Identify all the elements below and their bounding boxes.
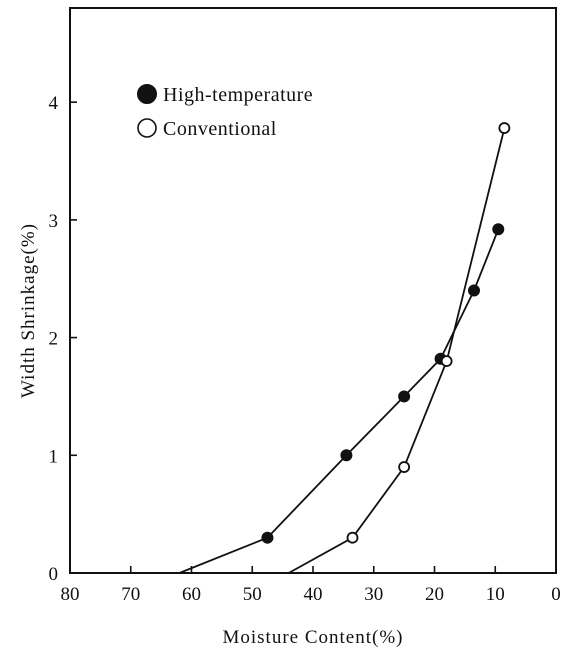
y-tick-label: 0: [49, 564, 59, 585]
data-point-conventional: [398, 461, 411, 473]
series-points: [261, 122, 511, 544]
x-tick-label: 0: [551, 584, 561, 605]
legend: High-temperature Conventional: [137, 84, 313, 140]
y-tick-label: 3: [49, 211, 59, 232]
x-tick-label: 70: [121, 584, 140, 605]
x-tick-label: 60: [182, 584, 201, 605]
legend-label-high-temperature: High-temperature: [163, 84, 313, 106]
x-tick-label: 30: [364, 584, 383, 605]
data-point-high-temperature: [467, 284, 480, 297]
data-point-conventional: [440, 355, 453, 368]
y-tick-label: 1: [49, 446, 59, 467]
x-ticks: 80 70 60 50 40 30 20 10 0: [61, 566, 561, 605]
series-lines: [179, 127, 506, 574]
y-axis-label: Width Shrinkage(%): [18, 223, 39, 398]
data-point-high-temperature: [340, 449, 353, 462]
y-tick-label: 2: [49, 329, 59, 350]
data-point-conventional: [346, 531, 359, 544]
data-point-high-temperature: [492, 223, 505, 236]
x-tick-label: 20: [425, 584, 444, 605]
legend-marker-conventional: [137, 118, 157, 138]
x-tick-label: 80: [61, 584, 80, 605]
x-tick-label: 40: [304, 584, 323, 605]
x-tick-label: 10: [486, 584, 505, 605]
series-line-conventional: [288, 127, 506, 574]
x-tick-label: 50: [243, 584, 262, 605]
data-point-high-temperature: [261, 531, 274, 544]
series-line-high-temperature: [179, 228, 500, 574]
data-point-high-temperature: [398, 390, 411, 403]
legend-marker-high-temperature: [137, 84, 157, 104]
legend-label-conventional: Conventional: [163, 118, 277, 140]
x-axis-label: Moisture Content(%): [222, 627, 403, 648]
y-ticks: 0 1 2 3 4: [49, 93, 77, 585]
y-tick-label: 4: [49, 93, 59, 114]
data-point-conventional: [498, 122, 511, 134]
